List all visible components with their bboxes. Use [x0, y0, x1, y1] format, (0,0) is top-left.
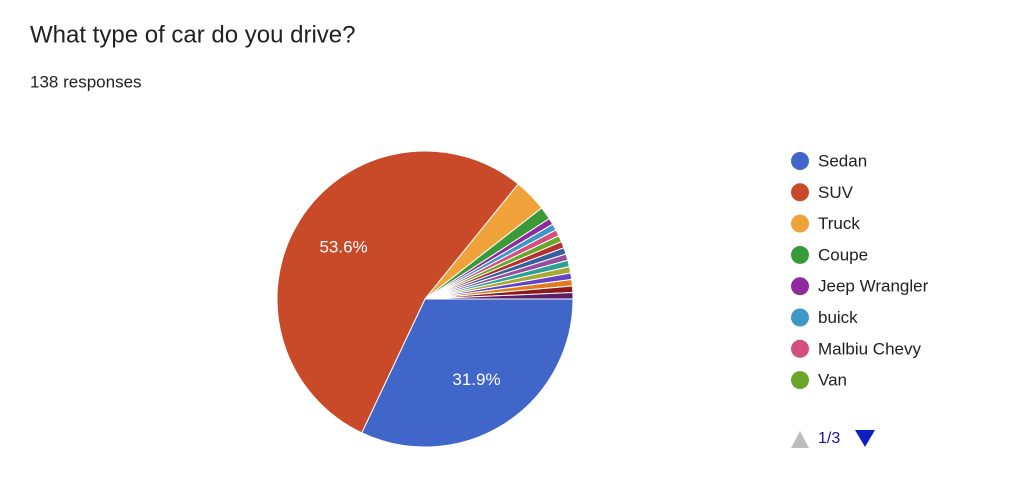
legend-swatch: [791, 214, 809, 233]
response-count: 138 responses: [30, 72, 142, 91]
slice-label: 53.6%: [319, 237, 367, 256]
legend-swatch: [791, 277, 809, 296]
legend-page: 1/3: [818, 430, 840, 447]
legend-label: Sedan: [818, 151, 867, 170]
legend-next-page[interactable]: [855, 430, 875, 447]
legend-label: Van: [818, 371, 847, 390]
legend-label: Truck: [818, 214, 860, 233]
legend-swatch: [791, 245, 809, 264]
legend-label: Jeep Wrangler: [818, 277, 929, 296]
legend-swatch: [791, 152, 809, 170]
chart-title: What type of car do you drive?: [30, 21, 356, 48]
legend-swatch: [791, 308, 809, 327]
legend-label: SUV: [818, 183, 854, 202]
pie-slice: [424, 291, 574, 300]
legend-label: Malbiu Chevy: [818, 339, 921, 358]
legend-label: buick: [818, 308, 858, 327]
legend-prev-page[interactable]: [791, 431, 809, 448]
pie-slice: [361, 298, 574, 448]
legend-swatch: [791, 371, 809, 390]
pie-slice: [276, 150, 519, 434]
legend-label: Coupe: [818, 245, 868, 264]
legend-swatch: [791, 183, 809, 202]
legend-swatch: [791, 339, 809, 358]
slice-label: 31.9%: [452, 370, 500, 389]
